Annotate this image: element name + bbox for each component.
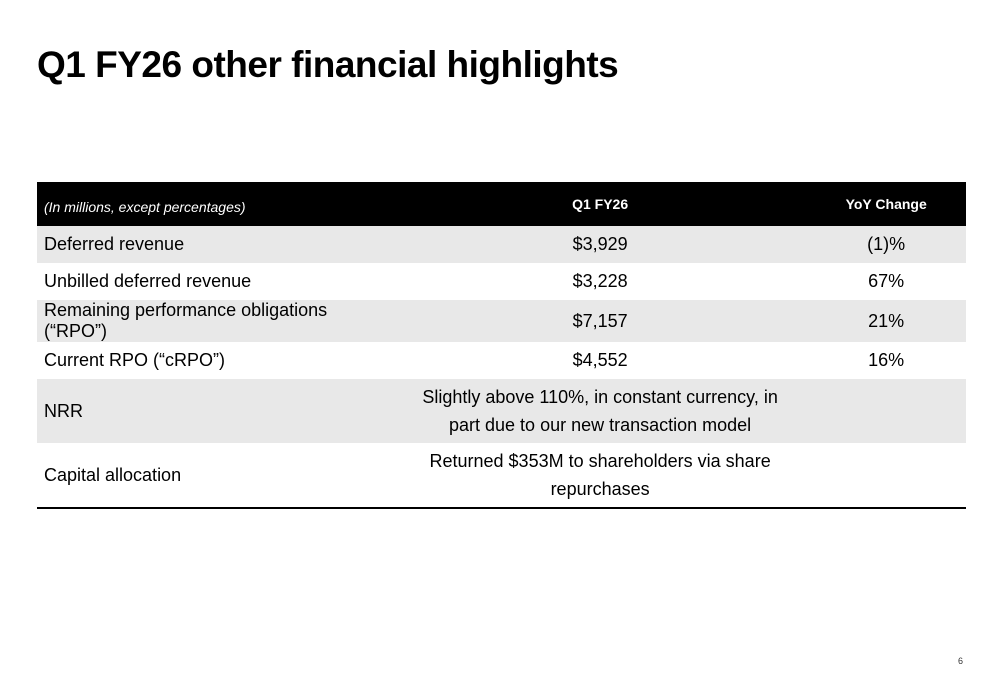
row-value: $7,157 <box>393 300 807 342</box>
header-units-note: (In millions, except percentages) <box>37 182 394 226</box>
nrr-description: Slightly above 110%, in constant currenc… <box>393 379 807 443</box>
capital-allocation-row: Capital allocation Returned $353M to sha… <box>37 443 966 509</box>
row-label: Deferred revenue <box>37 226 394 263</box>
capital-allocation-description: Returned $353M to shareholders via share… <box>393 443 807 509</box>
row-yoy: (1)% <box>806 226 966 263</box>
row-yoy: 67% <box>868 271 905 291</box>
row-value: $3,228 <box>572 271 628 291</box>
page-number: 6 <box>958 656 964 666</box>
row-label: Current RPO (“cRPO”) <box>44 350 226 370</box>
table-row: Current RPO (“cRPO”) $4,552 16% <box>37 342 966 379</box>
row-yoy: 16% <box>868 350 905 370</box>
header-period: Q1 FY26 <box>393 182 807 226</box>
capital-line-1: Returned $353M to shareholders via share <box>429 451 771 471</box>
nrr-label: NRR <box>37 379 394 443</box>
header-yoy-change: YoY Change <box>806 182 966 226</box>
row-label: Remaining performance obligations (“RPO”… <box>37 300 394 342</box>
nrr-line-2: part due to our new transaction model <box>449 415 752 435</box>
nrr-yoy-empty <box>806 379 966 443</box>
capital-allocation-label: Capital allocation <box>37 443 394 509</box>
table-header-row: (In millions, except percentages) Q1 FY2… <box>37 182 966 226</box>
row-label: Unbilled deferred revenue <box>44 271 252 291</box>
table-row: Unbilled deferred revenue $3,228 67% <box>37 263 966 300</box>
row-yoy: 21% <box>806 300 966 342</box>
page-title: Q1 FY26 other financial highlights <box>37 44 619 85</box>
row-value: $3,929 <box>393 226 807 263</box>
nrr-line-1: Slightly above 110%, in constant currenc… <box>422 387 778 407</box>
row-value: $4,552 <box>572 350 628 370</box>
table-row: Remaining performance obligations (“RPO”… <box>37 300 966 342</box>
nrr-row: NRR Slightly above 110%, in constant cur… <box>37 379 966 443</box>
table-row: Deferred revenue $3,929 (1)% <box>37 226 966 263</box>
capital-line-2: repurchases <box>550 479 650 499</box>
financial-highlights-table: (In millions, except percentages) Q1 FY2… <box>37 182 966 509</box>
capital-yoy-empty <box>806 443 966 509</box>
